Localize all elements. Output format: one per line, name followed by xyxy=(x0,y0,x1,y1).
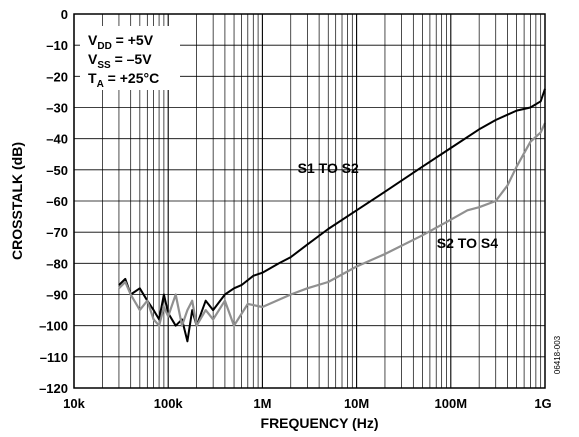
series-label: S2 TO S4 xyxy=(437,235,498,251)
plot-frame xyxy=(73,13,546,389)
y-tick-label: –100 xyxy=(39,319,68,334)
x-tick-label: 100M xyxy=(435,396,468,411)
y-tick-label: –110 xyxy=(40,350,68,365)
y-tick-label: –10 xyxy=(46,38,68,53)
y-tick-label: –40 xyxy=(46,132,68,147)
conditions-box: VDD = +5V VSS = –5V TA = +25°C xyxy=(80,26,180,90)
y-tick-label: –30 xyxy=(46,101,68,116)
x-tick-label: 100k xyxy=(154,396,184,411)
x-tick-label: 1G xyxy=(534,396,551,411)
series-line-s1-to-s2 xyxy=(118,88,546,343)
condition-ta: TA = +25°C xyxy=(88,70,159,90)
y-axis-title: CROSSTALK (dB) xyxy=(9,142,25,260)
y-tick-label: –70 xyxy=(46,225,68,240)
series-line-s2-to-s4 xyxy=(118,122,546,327)
condition-vss: VSS = –5V xyxy=(88,51,152,71)
y-tick-labels: 0 –10 –20 –30 –40 –50 –60 –70 –80 –90 –100 –110 –120 xyxy=(39,7,68,396)
y-tick-label: –120 xyxy=(39,381,68,396)
x-tick-labels: 10k 100k 1M 10M 100M 1G xyxy=(63,396,552,411)
figure-code: 06418-003 xyxy=(553,335,562,374)
y-tick-label: 0 xyxy=(61,7,68,22)
x-tick-label: 10M xyxy=(344,396,369,411)
y-tick-label: –50 xyxy=(46,163,68,178)
series-label: S1 TO S2 xyxy=(298,160,359,176)
series-labels: S1 TO S2 S2 TO S4 xyxy=(298,160,499,251)
y-tick-label: –90 xyxy=(46,288,68,303)
series-layer xyxy=(118,88,546,343)
y-tick-label: –60 xyxy=(46,194,68,209)
y-tick-label: –80 xyxy=(46,256,68,271)
y-tick-label: –20 xyxy=(46,69,68,84)
x-axis-title: FREQUENCY (Hz) xyxy=(261,415,379,431)
condition-vdd: VDD = +5V xyxy=(88,32,154,52)
x-tick-label: 10k xyxy=(63,396,85,411)
x-tick-label: 1M xyxy=(253,396,271,411)
